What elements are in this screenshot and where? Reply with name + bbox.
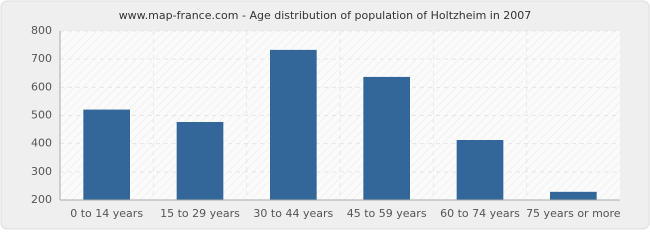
x-tick-label: 45 to 59 years [347,207,427,220]
y-tick-label: 800 [31,24,52,37]
bar [363,76,410,200]
bar [550,191,597,200]
y-tick-label: 300 [31,165,52,178]
x-tick-label: 0 to 14 years [70,207,143,220]
x-tick-label: 75 years or more [526,207,621,220]
y-tick-label: 200 [31,193,52,206]
bar [456,140,504,200]
chart: www.map-france.com - Age distribution of… [0,0,650,230]
chart-title: www.map-france.com - Age distribution of… [119,9,532,22]
x-tick-label: 15 to 29 years [160,207,240,220]
bar [176,121,224,200]
x-tick-label: 30 to 44 years [253,207,333,220]
bar [270,49,317,200]
x-tick-label: 60 to 74 years [440,207,520,220]
y-tick-label: 600 [31,80,52,93]
y-tick-label: 700 [31,52,52,65]
y-tick-label: 400 [31,137,52,150]
y-tick-label: 500 [31,109,52,122]
bar [83,109,130,200]
